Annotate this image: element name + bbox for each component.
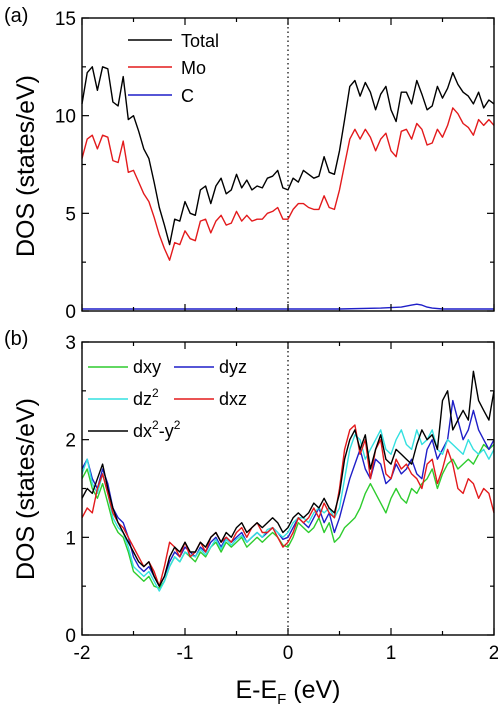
x-axis-title: E-EF (eV) — [235, 676, 340, 707]
legend-b-label-dx2y2: dx2-y2 — [133, 418, 181, 441]
panel-label-b: (b) — [4, 328, 28, 350]
legend-b-dx2y2-sup1: 2 — [152, 418, 159, 432]
legend-b-label-dyz: dyz — [219, 357, 247, 377]
x-axis-title-subscript: F — [277, 691, 286, 707]
series-line-b-dyz — [81, 399, 495, 587]
x-tick-label: 0 — [283, 643, 294, 664]
legend-b-label-dxz: dxz — [219, 389, 247, 409]
x-axis-title-base: E-E — [235, 676, 277, 704]
y-tick-label-a: 0 — [65, 302, 76, 323]
legend-b-label-dxy: dxy — [133, 357, 161, 377]
y-tick-label-a: 5 — [65, 204, 76, 225]
x-axis-title-unit: (eV) — [286, 676, 340, 704]
series-line-b-dxy — [81, 443, 495, 589]
panel-a-ticks: 0 5 10 15 — [55, 9, 495, 323]
y-axis-title-b: DOS (states/eV) — [12, 398, 40, 580]
legend-b-dz2-sup: 2 — [152, 386, 159, 400]
series-line-b-dx2y2 — [81, 370, 495, 587]
x-tick-label: 2 — [489, 643, 498, 664]
series-line-a-total — [81, 66, 495, 246]
series-line-b-dxz — [81, 424, 495, 587]
legend-b-dx2y2-mid: -y — [159, 421, 174, 441]
x-tick-label: -2 — [74, 643, 91, 664]
x-tick-label: 1 — [386, 643, 397, 664]
panel-a-series-group — [81, 18, 495, 311]
panel-b-ticks: 0 1 2 3 -2 -1 0 1 2 — [65, 333, 498, 664]
legend-b-dz2-base: dz — [133, 389, 152, 409]
panel-a-frame — [81, 17, 495, 312]
series-line-a-c — [82, 303, 494, 310]
legend-b-dx2y2-base: dx — [133, 421, 152, 441]
y-axis-title-a: DOS (states/eV) — [12, 75, 40, 257]
y-tick-label-b: 2 — [65, 431, 76, 452]
x-tick-label: -1 — [177, 643, 194, 664]
legend-b-dx2y2-sup2: 2 — [174, 418, 181, 432]
panel-label-a: (a) — [4, 5, 28, 27]
y-tick-label-b: 1 — [65, 528, 76, 549]
y-tick-label-b: 3 — [65, 333, 76, 354]
series-line-a-mo — [81, 107, 495, 261]
y-tick-label-a: 15 — [55, 9, 76, 30]
y-tick-label-b: 0 — [65, 626, 76, 647]
panel-b-frame — [81, 341, 495, 636]
legend-a-label-mo: Mo — [181, 58, 206, 78]
legend-a-label-total: Total — [181, 31, 219, 51]
legend-b: dxy dyz dz2 dxz dx2-y2 — [88, 357, 247, 441]
legend-a-label-c: C — [181, 86, 194, 106]
panel-b-series-group — [81, 342, 495, 635]
legend-b-label-dz2: dz2 — [133, 386, 159, 409]
panel-a: 0 5 10 15 Total Mo C — [55, 9, 495, 323]
y-tick-label-a: 10 — [55, 107, 76, 128]
series-line-b-dz2 — [81, 429, 495, 592]
legend-a: Total Mo C — [128, 31, 219, 106]
